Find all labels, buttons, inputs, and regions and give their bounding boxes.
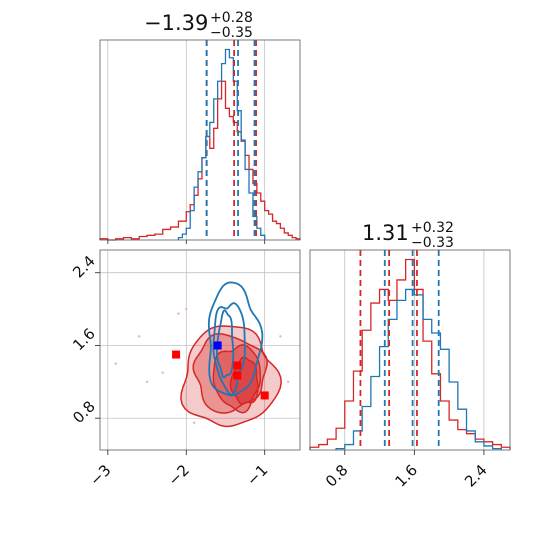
param1-axis-tick-label-0: −3 [86, 461, 114, 489]
title-param1: −1.39 +0.28 −0.35 [144, 10, 253, 41]
scatter-point-7 [287, 380, 290, 384]
histogram-param1-frame [99, 39, 301, 241]
blue-contour-level-0 [207, 281, 264, 397]
red-contour-level-0 [180, 325, 282, 428]
param2-axis-tick-label-1: 1.6 [69, 325, 99, 355]
histogram-param1-red [99, 80, 301, 241]
title-param2-median: 1.31 [362, 221, 409, 245]
title-param2-plus: +0.32 [411, 220, 454, 236]
scatter-point-4 [145, 380, 149, 384]
param2-axis-tick-label-0: 0.8 [69, 397, 99, 427]
scatter-point-0 [138, 335, 141, 338]
histogram-param2-blue [335, 288, 502, 450]
param2-hist-axis-tick-label-0: 0.8 [322, 461, 352, 491]
scatter-point-3 [192, 421, 196, 424]
histogram-param1-panel [99, 39, 301, 244]
title-param2-minus: −0.33 [411, 235, 454, 251]
title-param1-median: −1.39 [144, 11, 208, 35]
histogram-param2-red [309, 258, 511, 450]
title-param1-plus: +0.28 [210, 10, 253, 26]
histogram-param2-panel: 0.8 1.6 2.4 [309, 249, 511, 491]
joint-distribution-frame [99, 249, 301, 451]
scatter-point-2 [177, 312, 180, 315]
title-param2: 1.31 +0.32 −0.33 [362, 220, 454, 251]
histogram-param2-frame [309, 249, 511, 451]
scatter-point-6 [279, 335, 282, 338]
blue-contour-level-1 [212, 302, 246, 396]
red-marker-2 [233, 371, 242, 380]
joint-distribution-panel: −3 −2 −1 0.8 1.6 2.4 [69, 249, 301, 489]
blue-marker-0 [213, 341, 222, 350]
param2-hist-axis-tick-label-2: 2.4 [461, 461, 491, 491]
scatter-point-5 [185, 307, 188, 311]
param2-hist-axis-tick-label-1: 1.6 [391, 461, 421, 491]
red-marker-0 [172, 350, 181, 359]
scatter-point-1 [161, 371, 164, 374]
param2-axis-tick-label-2: 2.4 [69, 252, 99, 282]
red-marker-3 [260, 391, 269, 400]
param1-axis-tick-label-2: −1 [243, 461, 271, 489]
red-marker-1 [233, 361, 242, 370]
param1-axis-tick-label-1: −2 [165, 461, 193, 489]
title-param1-minus: −0.35 [210, 25, 253, 41]
histogram-param1-blue [177, 48, 266, 240]
scatter-point-8 [114, 362, 117, 365]
